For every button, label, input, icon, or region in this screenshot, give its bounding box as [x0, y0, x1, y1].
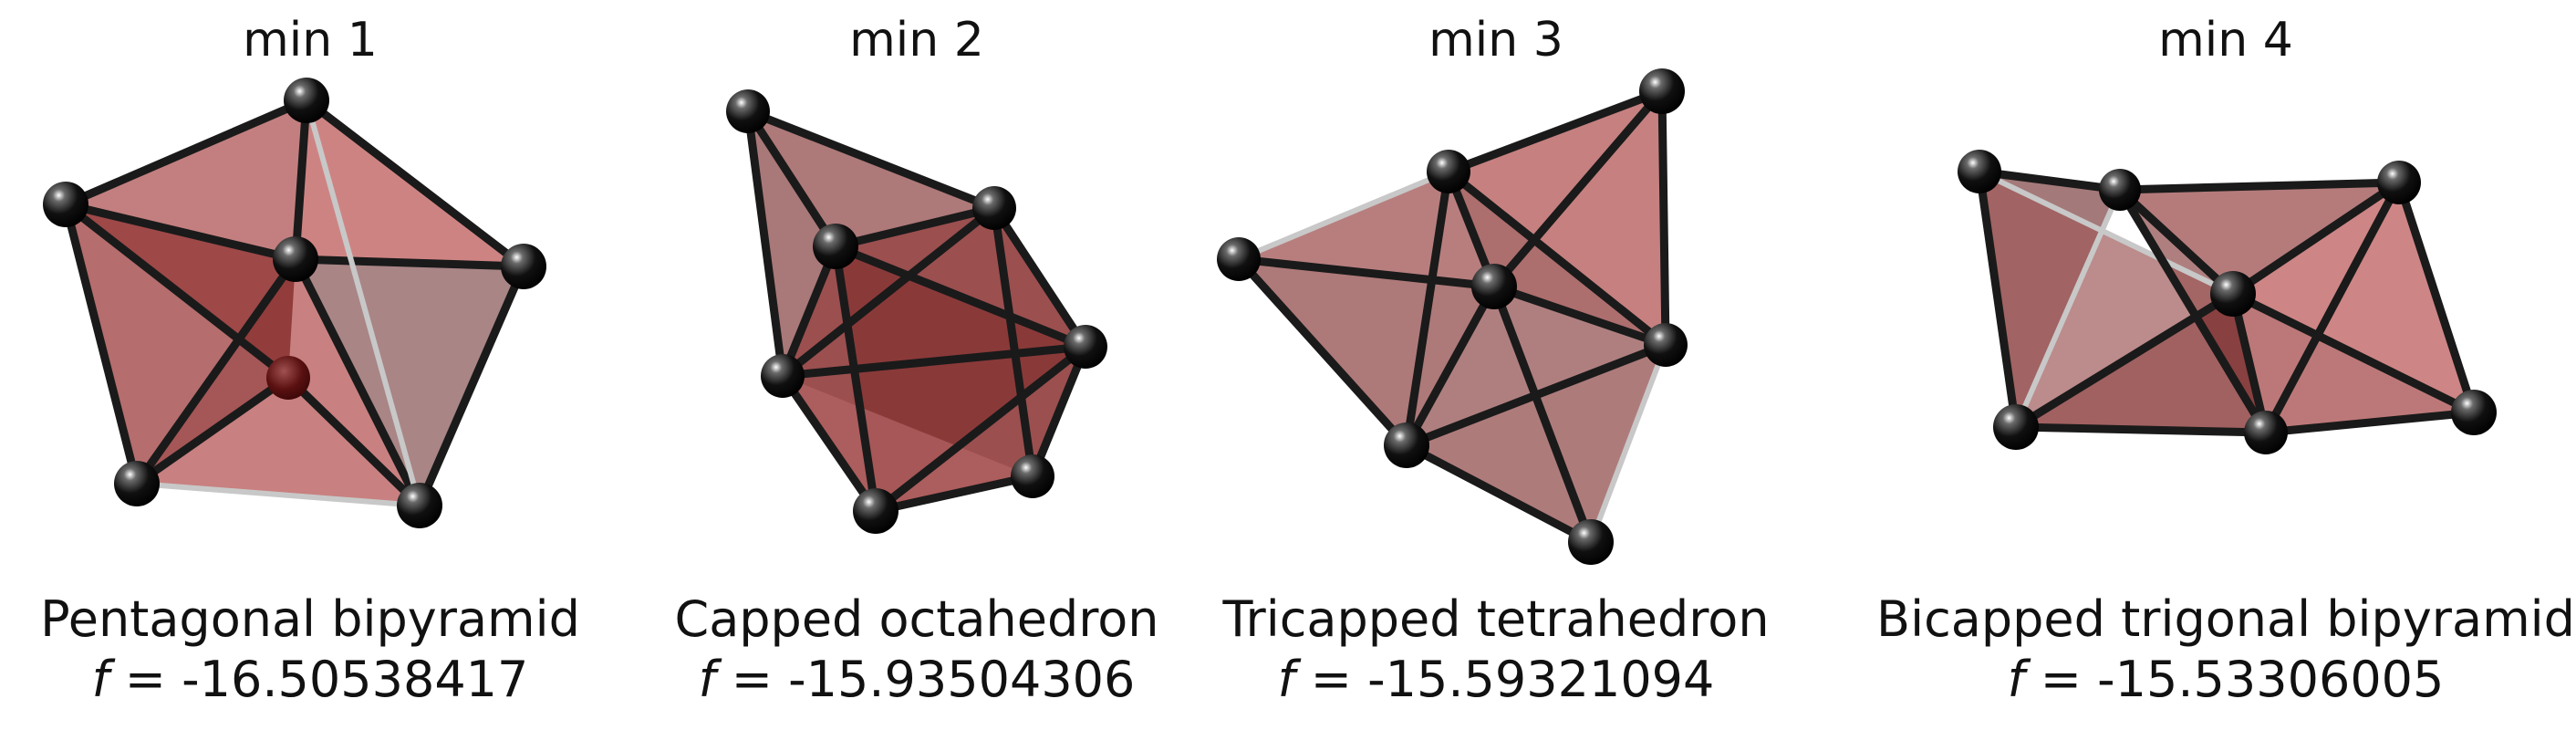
structure-name: Tricapped tetrahedron — [1222, 590, 1770, 648]
atoms — [726, 89, 1107, 534]
pentagonal-bipyramid-cluster — [43, 78, 546, 528]
f-value: = -16.50538417 — [124, 651, 529, 708]
atoms — [1958, 150, 2497, 454]
panel-min-4: min 4 — [1876, 0, 2575, 730]
bicapped-trigonal-bipyramid-cluster — [1958, 150, 2497, 454]
f-symbol: f — [2007, 651, 2025, 708]
atoms — [1217, 68, 1688, 565]
panel-title: min 3 — [1428, 13, 1563, 68]
f-value: = -15.59321094 — [1310, 651, 1715, 708]
panel-min-3: min 3 — [1204, 0, 1788, 730]
energy-value: f = -15.53306005 — [1870, 650, 2576, 710]
structure-name: Capped octahedron — [674, 590, 1159, 648]
energy-value: f = -15.59321094 — [1168, 650, 1824, 710]
f-value: = -15.53306005 — [2040, 651, 2445, 708]
bonds — [743, 107, 1090, 516]
energy-value: f = -16.50538417 — [0, 650, 629, 710]
panel-title: min 1 — [243, 13, 378, 68]
capped-octahedron-cluster — [726, 89, 1107, 534]
panel-min-2: min 2 — [639, 0, 1195, 730]
structure-name: Bicapped trigonal bipyramid — [1876, 590, 2575, 648]
f-symbol: f — [698, 651, 716, 708]
faces — [66, 100, 524, 506]
f-symbol: f — [1277, 651, 1295, 708]
f-value: = -15.93504306 — [731, 651, 1136, 708]
atoms — [43, 78, 546, 528]
energy-value: f = -15.93504306 — [602, 650, 1231, 710]
structure-name: Pentagonal bipyramid — [40, 590, 580, 648]
faces — [748, 111, 1085, 511]
tricapped-tetrahedron-cluster — [1217, 68, 1688, 565]
bonds — [61, 96, 528, 510]
panel-min-1: min 1 — [27, 0, 593, 730]
bonds — [1975, 167, 2478, 437]
panel-title: min 4 — [2158, 13, 2293, 68]
panel-title: min 2 — [849, 13, 984, 68]
f-symbol: f — [91, 651, 109, 708]
